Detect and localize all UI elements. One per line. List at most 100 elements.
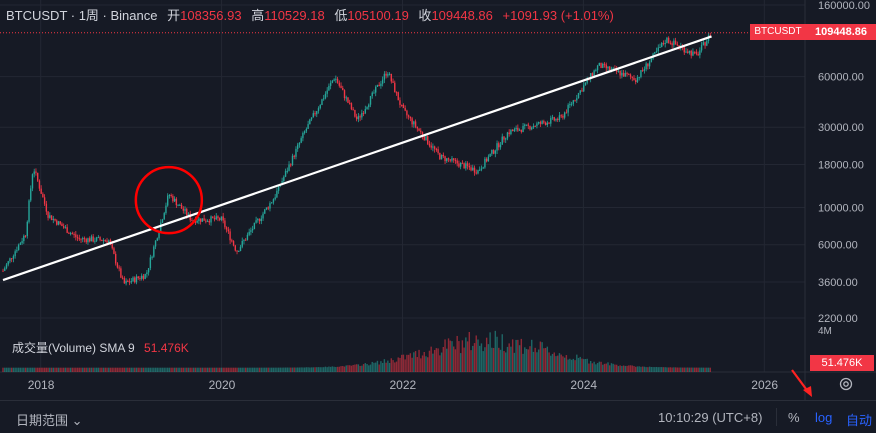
date-range-button[interactable]: 日期范围 ⌄ — [16, 413, 83, 428]
candle-body — [583, 85, 585, 92]
candle-body — [699, 50, 701, 56]
candle-body — [690, 50, 692, 56]
candle-body — [215, 216, 217, 220]
percent-scale-button[interactable]: % — [788, 410, 800, 425]
volume-bar — [88, 367, 91, 372]
candle-body — [238, 250, 240, 252]
volume-bar — [170, 367, 172, 372]
candle-body — [66, 227, 68, 233]
candle-body — [655, 51, 658, 53]
volume-bar — [297, 367, 299, 372]
volume-bar — [323, 367, 325, 372]
volume-bar — [324, 366, 327, 372]
candle-body — [569, 104, 571, 106]
candle-body — [645, 63, 647, 70]
volume-bar — [567, 359, 569, 372]
volume-bar — [661, 367, 663, 372]
candle-body — [352, 109, 354, 111]
volume-bar — [113, 367, 115, 372]
volume-bar — [54, 367, 56, 372]
candle-body — [640, 70, 642, 78]
auto-scale-button[interactable]: 自动 — [846, 413, 873, 428]
candle-body — [113, 248, 115, 254]
candle-body — [364, 109, 367, 114]
candle-body — [38, 180, 41, 189]
volume-bar — [258, 367, 261, 372]
log-scale-button[interactable]: log — [815, 410, 833, 425]
candle-body — [456, 160, 458, 164]
candle-body — [511, 129, 514, 132]
volume-bar — [61, 367, 63, 372]
price-tick-label: 6000.00 — [818, 240, 858, 252]
volume-bar — [198, 367, 200, 372]
candle-body — [257, 219, 259, 221]
candle-body — [449, 159, 451, 161]
candle-body — [146, 272, 148, 275]
volume-value: 51.476K — [144, 341, 189, 355]
candle-body — [92, 236, 94, 242]
volume-bar — [99, 367, 101, 372]
candle-body — [503, 136, 505, 140]
volume-bar — [666, 367, 668, 372]
price-tick-label: 2200.00 — [818, 313, 858, 325]
volume-bar — [286, 367, 289, 372]
candle-body — [220, 216, 223, 221]
volume-bar — [678, 367, 680, 372]
candle-body — [234, 245, 236, 251]
candle-body — [700, 44, 703, 51]
candle-body — [446, 158, 448, 162]
candle-body — [685, 51, 687, 53]
candle-body — [264, 209, 266, 214]
candle-body — [286, 170, 289, 172]
candle-body — [355, 116, 358, 120]
volume-bar — [56, 367, 58, 372]
candle-body — [336, 78, 339, 83]
volume-bar — [465, 337, 467, 372]
candle-body — [253, 222, 256, 229]
volume-bar — [134, 367, 136, 372]
price-chart[interactable]: 160000.00 60000.00 30000.00 18000.00 10000.0… — [0, 0, 876, 400]
volume-bar — [57, 367, 60, 372]
volume-bar — [383, 359, 386, 372]
candle-body — [170, 195, 172, 197]
volume-bar — [517, 339, 519, 372]
candle-body — [369, 96, 372, 105]
volume-bar — [295, 367, 297, 372]
candle-body — [475, 172, 477, 174]
candle-body — [373, 92, 375, 94]
price-tick-label: 30000.00 — [818, 122, 864, 134]
volume-bar — [246, 367, 249, 372]
candle-body — [444, 156, 446, 162]
candle-body — [305, 128, 308, 132]
candle-body — [473, 167, 476, 173]
volume-bar — [52, 367, 54, 372]
volume-bar — [659, 367, 661, 372]
volume-bar — [432, 353, 434, 372]
candle-body — [31, 174, 34, 189]
candle-body — [687, 51, 689, 53]
volume-bar — [281, 367, 283, 372]
volume-bar — [68, 367, 70, 372]
volume-bar — [279, 367, 282, 372]
candle-body — [35, 171, 37, 173]
volume-bar — [669, 367, 672, 372]
volume-bar — [407, 354, 410, 372]
candle-body — [461, 162, 464, 164]
candle-body — [83, 238, 86, 240]
candle-body — [269, 203, 271, 209]
candle-body — [132, 277, 134, 282]
candle-body — [607, 66, 609, 69]
candle-body — [64, 227, 67, 229]
candle-body — [544, 122, 547, 125]
volume-bar — [527, 349, 529, 372]
volume-bar — [163, 367, 165, 372]
volume-bar — [231, 367, 233, 372]
candle-body — [477, 170, 479, 174]
gear-icon[interactable] — [838, 376, 854, 392]
volume-bar — [539, 341, 542, 372]
volume-bar — [401, 354, 403, 372]
volume-bar — [693, 367, 696, 372]
volume-bar — [205, 367, 207, 372]
volume-bar — [413, 352, 415, 372]
volume-bar — [609, 365, 611, 372]
